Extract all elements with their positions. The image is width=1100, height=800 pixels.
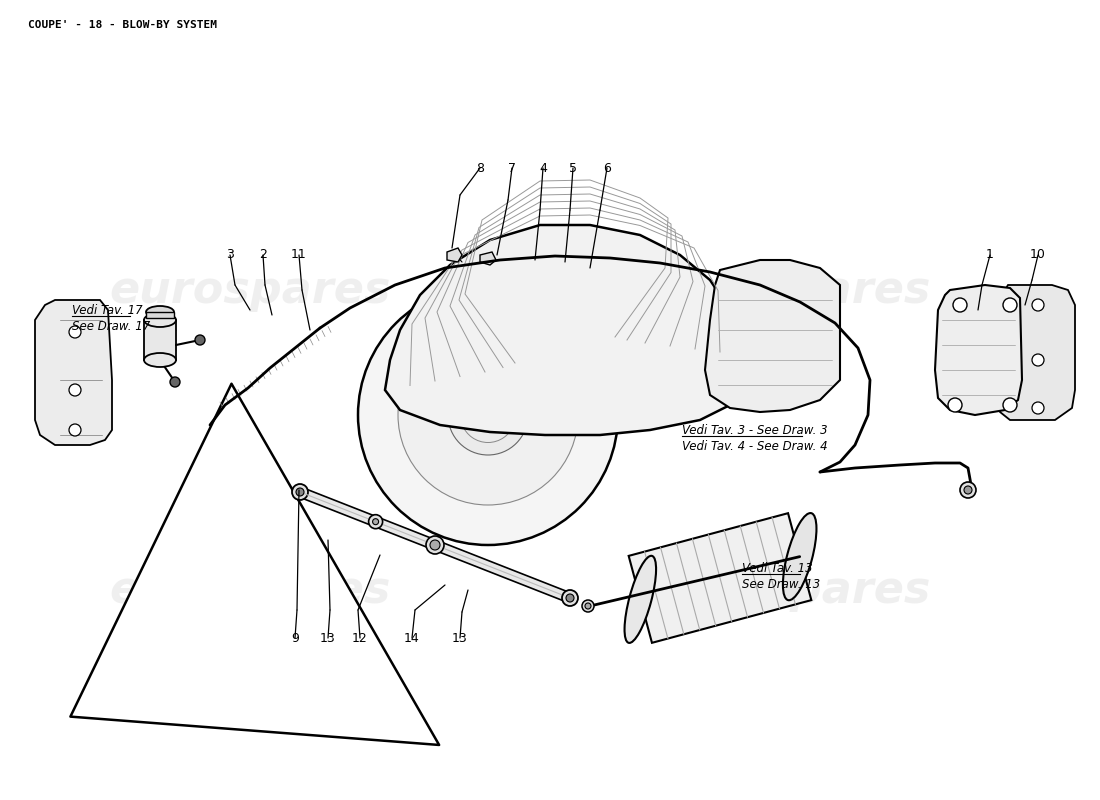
Circle shape — [170, 377, 180, 387]
Polygon shape — [705, 260, 840, 412]
Ellipse shape — [144, 313, 176, 327]
Circle shape — [69, 424, 81, 436]
Circle shape — [373, 518, 378, 525]
Circle shape — [960, 482, 976, 498]
Ellipse shape — [144, 353, 176, 367]
Text: 6: 6 — [603, 162, 611, 174]
Text: eurospares: eurospares — [109, 569, 390, 611]
Circle shape — [296, 488, 304, 496]
Circle shape — [292, 484, 308, 500]
Text: See Draw. 13: See Draw. 13 — [742, 578, 821, 590]
Text: 9: 9 — [292, 631, 299, 645]
Text: See Draw. 17: See Draw. 17 — [72, 319, 151, 333]
Circle shape — [562, 590, 578, 606]
Circle shape — [1032, 354, 1044, 366]
Circle shape — [69, 384, 81, 396]
Text: COUPE' - 18 - BLOW-BY SYSTEM: COUPE' - 18 - BLOW-BY SYSTEM — [28, 20, 217, 30]
Circle shape — [368, 514, 383, 529]
Polygon shape — [298, 487, 572, 602]
Circle shape — [1003, 298, 1018, 312]
Circle shape — [582, 600, 594, 612]
Text: 13: 13 — [320, 631, 336, 645]
Polygon shape — [385, 225, 745, 435]
Ellipse shape — [146, 306, 174, 318]
Text: eurospares: eurospares — [649, 269, 931, 311]
Polygon shape — [146, 312, 174, 318]
Circle shape — [1032, 402, 1044, 414]
Ellipse shape — [783, 513, 816, 600]
Circle shape — [1032, 299, 1044, 311]
Text: 5: 5 — [569, 162, 578, 174]
Text: Vedi Tav. 17: Vedi Tav. 17 — [72, 303, 143, 317]
Circle shape — [948, 398, 962, 412]
Text: 8: 8 — [476, 162, 484, 174]
Text: 1: 1 — [986, 249, 994, 262]
Circle shape — [358, 285, 618, 545]
Circle shape — [1003, 398, 1018, 412]
Polygon shape — [35, 300, 112, 445]
Ellipse shape — [625, 556, 656, 643]
Circle shape — [426, 536, 444, 554]
Text: eurospares: eurospares — [649, 569, 931, 611]
Text: 14: 14 — [404, 631, 420, 645]
Polygon shape — [935, 285, 1022, 415]
Polygon shape — [998, 285, 1075, 420]
Polygon shape — [144, 320, 176, 360]
Circle shape — [398, 325, 578, 505]
Circle shape — [430, 540, 440, 550]
Text: 4: 4 — [539, 162, 547, 174]
Text: 7: 7 — [508, 162, 516, 174]
Text: 10: 10 — [1030, 249, 1046, 262]
Circle shape — [195, 335, 205, 345]
Text: 11: 11 — [292, 249, 307, 262]
Text: 2: 2 — [260, 249, 267, 262]
Circle shape — [964, 486, 972, 494]
Polygon shape — [447, 248, 462, 262]
Polygon shape — [629, 513, 812, 643]
Circle shape — [448, 375, 528, 455]
Circle shape — [69, 326, 81, 338]
Text: 13: 13 — [452, 631, 468, 645]
Circle shape — [566, 594, 574, 602]
Polygon shape — [480, 252, 496, 265]
Text: eurospares: eurospares — [109, 269, 390, 311]
Text: Vedi Tav. 3 - See Draw. 3: Vedi Tav. 3 - See Draw. 3 — [682, 423, 827, 437]
Circle shape — [585, 603, 591, 609]
Text: Vedi Tav. 4 - See Draw. 4: Vedi Tav. 4 - See Draw. 4 — [682, 441, 827, 454]
Text: Vedi Tav. 13: Vedi Tav. 13 — [742, 562, 813, 574]
Circle shape — [962, 485, 974, 495]
Text: 3: 3 — [227, 249, 234, 262]
Circle shape — [953, 298, 967, 312]
Text: 12: 12 — [352, 631, 367, 645]
